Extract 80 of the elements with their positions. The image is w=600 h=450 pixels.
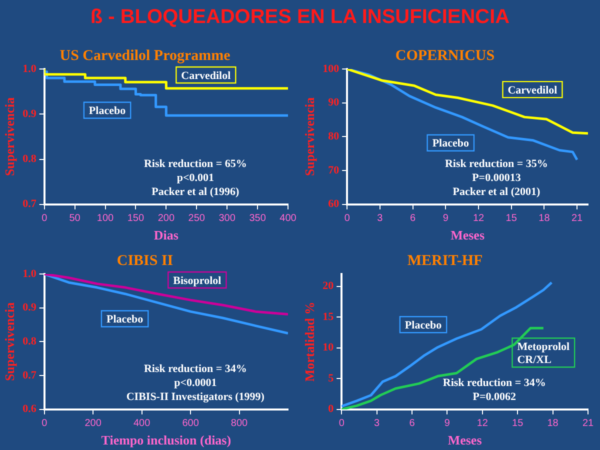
x-axis-title: Dias <box>154 228 178 243</box>
x-tick-label: 15 <box>512 418 524 430</box>
x-axis-title: Meses <box>448 432 482 448</box>
annotation: Packer et al (1996) <box>152 186 240 198</box>
series-label: Bisoprolol <box>173 274 222 287</box>
series-label: Placebo <box>106 314 144 326</box>
y-axis-title: Mortalidad % <box>302 302 318 382</box>
x-tick-label: 0 <box>42 213 48 224</box>
series-label: Placebo <box>404 319 442 332</box>
x-tick-label: 300 <box>218 213 236 224</box>
x-tick-label: 0 <box>42 418 48 430</box>
annotation: Risk reduction = 35% <box>444 158 548 170</box>
annotation: Risk reduction = 34% <box>442 377 546 390</box>
x-axis-title: Tiempo inclusion (dias) <box>101 432 232 448</box>
x-tick-label: 21 <box>571 213 584 224</box>
annotation: P=0.0062 <box>472 391 516 404</box>
y-tick-label: 0.8 <box>22 336 37 348</box>
annotation: P=0.00013 <box>472 172 522 184</box>
series-label: Metoprolol CR/XL <box>517 341 570 366</box>
x-tick-label: 12 <box>476 418 488 430</box>
text: ß - BLOQUEADORES EN LA INSUFICIENCIA <box>89 6 511 29</box>
x-tick-label: 9 <box>442 213 449 224</box>
y-tick-label: 0.7 <box>22 369 37 382</box>
y-tick-label: 90 <box>328 96 340 109</box>
x-tick-label: 800 <box>230 418 248 430</box>
annotation: Risk reduction = 65% <box>144 158 247 170</box>
annotation: CIBIS-II Investigators (1999) <box>126 391 265 404</box>
chart-title: CIBIS II <box>116 252 174 269</box>
series-label: Carvedilol <box>181 70 231 82</box>
x-tick-label: 50 <box>69 213 81 224</box>
x-tick-label: 3 <box>374 418 380 430</box>
x-tick-label: 250 <box>188 213 206 224</box>
annotation: p<0.0001 <box>174 377 217 390</box>
x-tick-label: 15 <box>506 213 518 224</box>
x-tick-label: 18 <box>547 418 559 430</box>
y-axis-title: Supervivencia <box>2 302 18 382</box>
x-tick-label: 200 <box>84 418 102 430</box>
y-axis-title: Supervivencia <box>302 96 318 176</box>
series-label: Placebo <box>432 138 470 150</box>
series-label: Carvedilol <box>508 84 558 96</box>
y-tick-label: 20 <box>322 280 334 292</box>
x-tick-label: 600 <box>182 418 200 430</box>
y-tick-label: 100 <box>322 62 340 75</box>
y-tick-label: 0.7 <box>22 198 37 210</box>
x-tick-label: 0 <box>344 213 350 224</box>
x-tick-label: 6 <box>410 213 416 224</box>
x-tick-label: 9 <box>444 418 450 430</box>
y-tick-label: 0.9 <box>22 302 37 314</box>
y-tick-label: 1.0 <box>22 62 37 75</box>
chart-title: MERIT-HF <box>407 252 483 269</box>
x-axis-title: Meses <box>450 228 485 243</box>
y-tick-label: 15 <box>322 310 334 323</box>
x-tick-label: 200 <box>158 213 175 224</box>
x-tick-label: 21 <box>582 418 594 430</box>
x-tick-label: 12 <box>472 213 484 224</box>
x-tick-label: 6 <box>409 418 416 430</box>
x-tick-label: 150 <box>127 213 144 224</box>
x-tick-label: 400 <box>133 418 151 430</box>
x-tick-label: 18 <box>538 213 550 224</box>
x-tick-label: 3 <box>377 213 384 224</box>
y-tick-label: 80 <box>328 130 340 143</box>
annotation: Packer et al (2001) <box>452 186 541 198</box>
y-tick-label: 5 <box>328 372 334 384</box>
y-tick-label: 60 <box>328 198 340 210</box>
chart-title: US Carvedilol Programme <box>60 48 231 64</box>
x-tick-label: 400 <box>280 213 297 224</box>
series-label: Placebo <box>88 105 126 118</box>
chart-title: COPERNICUS <box>395 48 495 64</box>
y-tick-label: 0.6 <box>22 403 37 416</box>
x-tick-label: 100 <box>96 213 114 224</box>
y-tick-label: 0.8 <box>22 153 37 166</box>
y-tick-label: 10 <box>322 342 334 354</box>
y-tick-label: 1.0 <box>22 268 37 280</box>
x-tick-label: 350 <box>249 213 266 224</box>
annotation: p<0.001 <box>176 172 214 184</box>
y-axis-title: Supervivencia <box>2 96 18 176</box>
y-tick-label: 0.9 <box>22 108 37 120</box>
y-tick-label: 70 <box>328 164 340 176</box>
y-tick-label: 0 <box>328 403 334 416</box>
annotation: Risk reduction = 34% <box>144 363 247 376</box>
